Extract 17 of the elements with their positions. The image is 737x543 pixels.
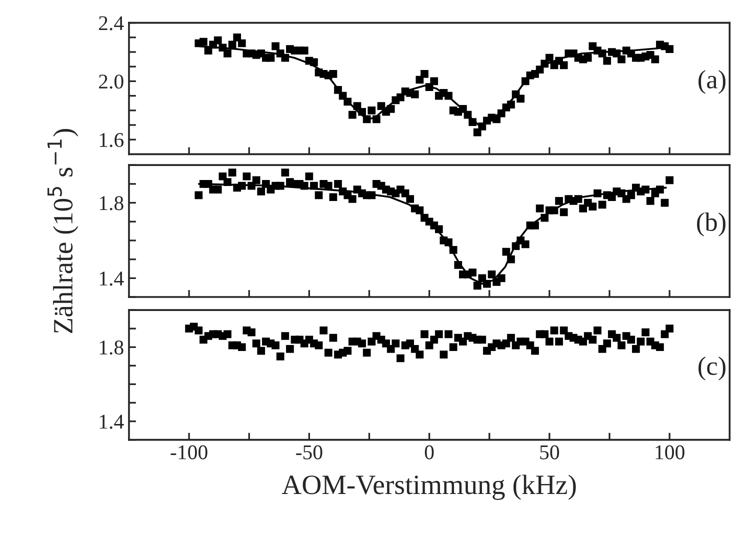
annotation: (a) <box>698 70 726 94</box>
x-axis-title: AOM-Verstimmung (kHz) <box>282 474 576 500</box>
x-tick-label: 50 <box>540 445 560 460</box>
y-tick-label: 1.6 <box>100 133 124 148</box>
y-tick-label: 1.4 <box>100 414 124 429</box>
y-tick-label: 1.4 <box>100 272 124 286</box>
annotation: (c) <box>698 356 726 380</box>
x-tick-label: -100 <box>170 445 208 460</box>
y-tick-label: 2.4 <box>98 16 124 30</box>
annotation: (b) <box>697 212 726 236</box>
y-axis-title: Zählrate (10$^{5}$ s$^{−1}$) <box>48 129 78 334</box>
y-tick-label: 2.0 <box>98 74 124 89</box>
y-tick-label: 1.8 <box>100 340 124 355</box>
x-tick-label: 100 <box>656 445 684 460</box>
x-tick-label: 0 <box>424 445 434 460</box>
y-tick-label: 1.8 <box>100 196 124 210</box>
x-tick-label: -50 <box>296 445 322 460</box>
